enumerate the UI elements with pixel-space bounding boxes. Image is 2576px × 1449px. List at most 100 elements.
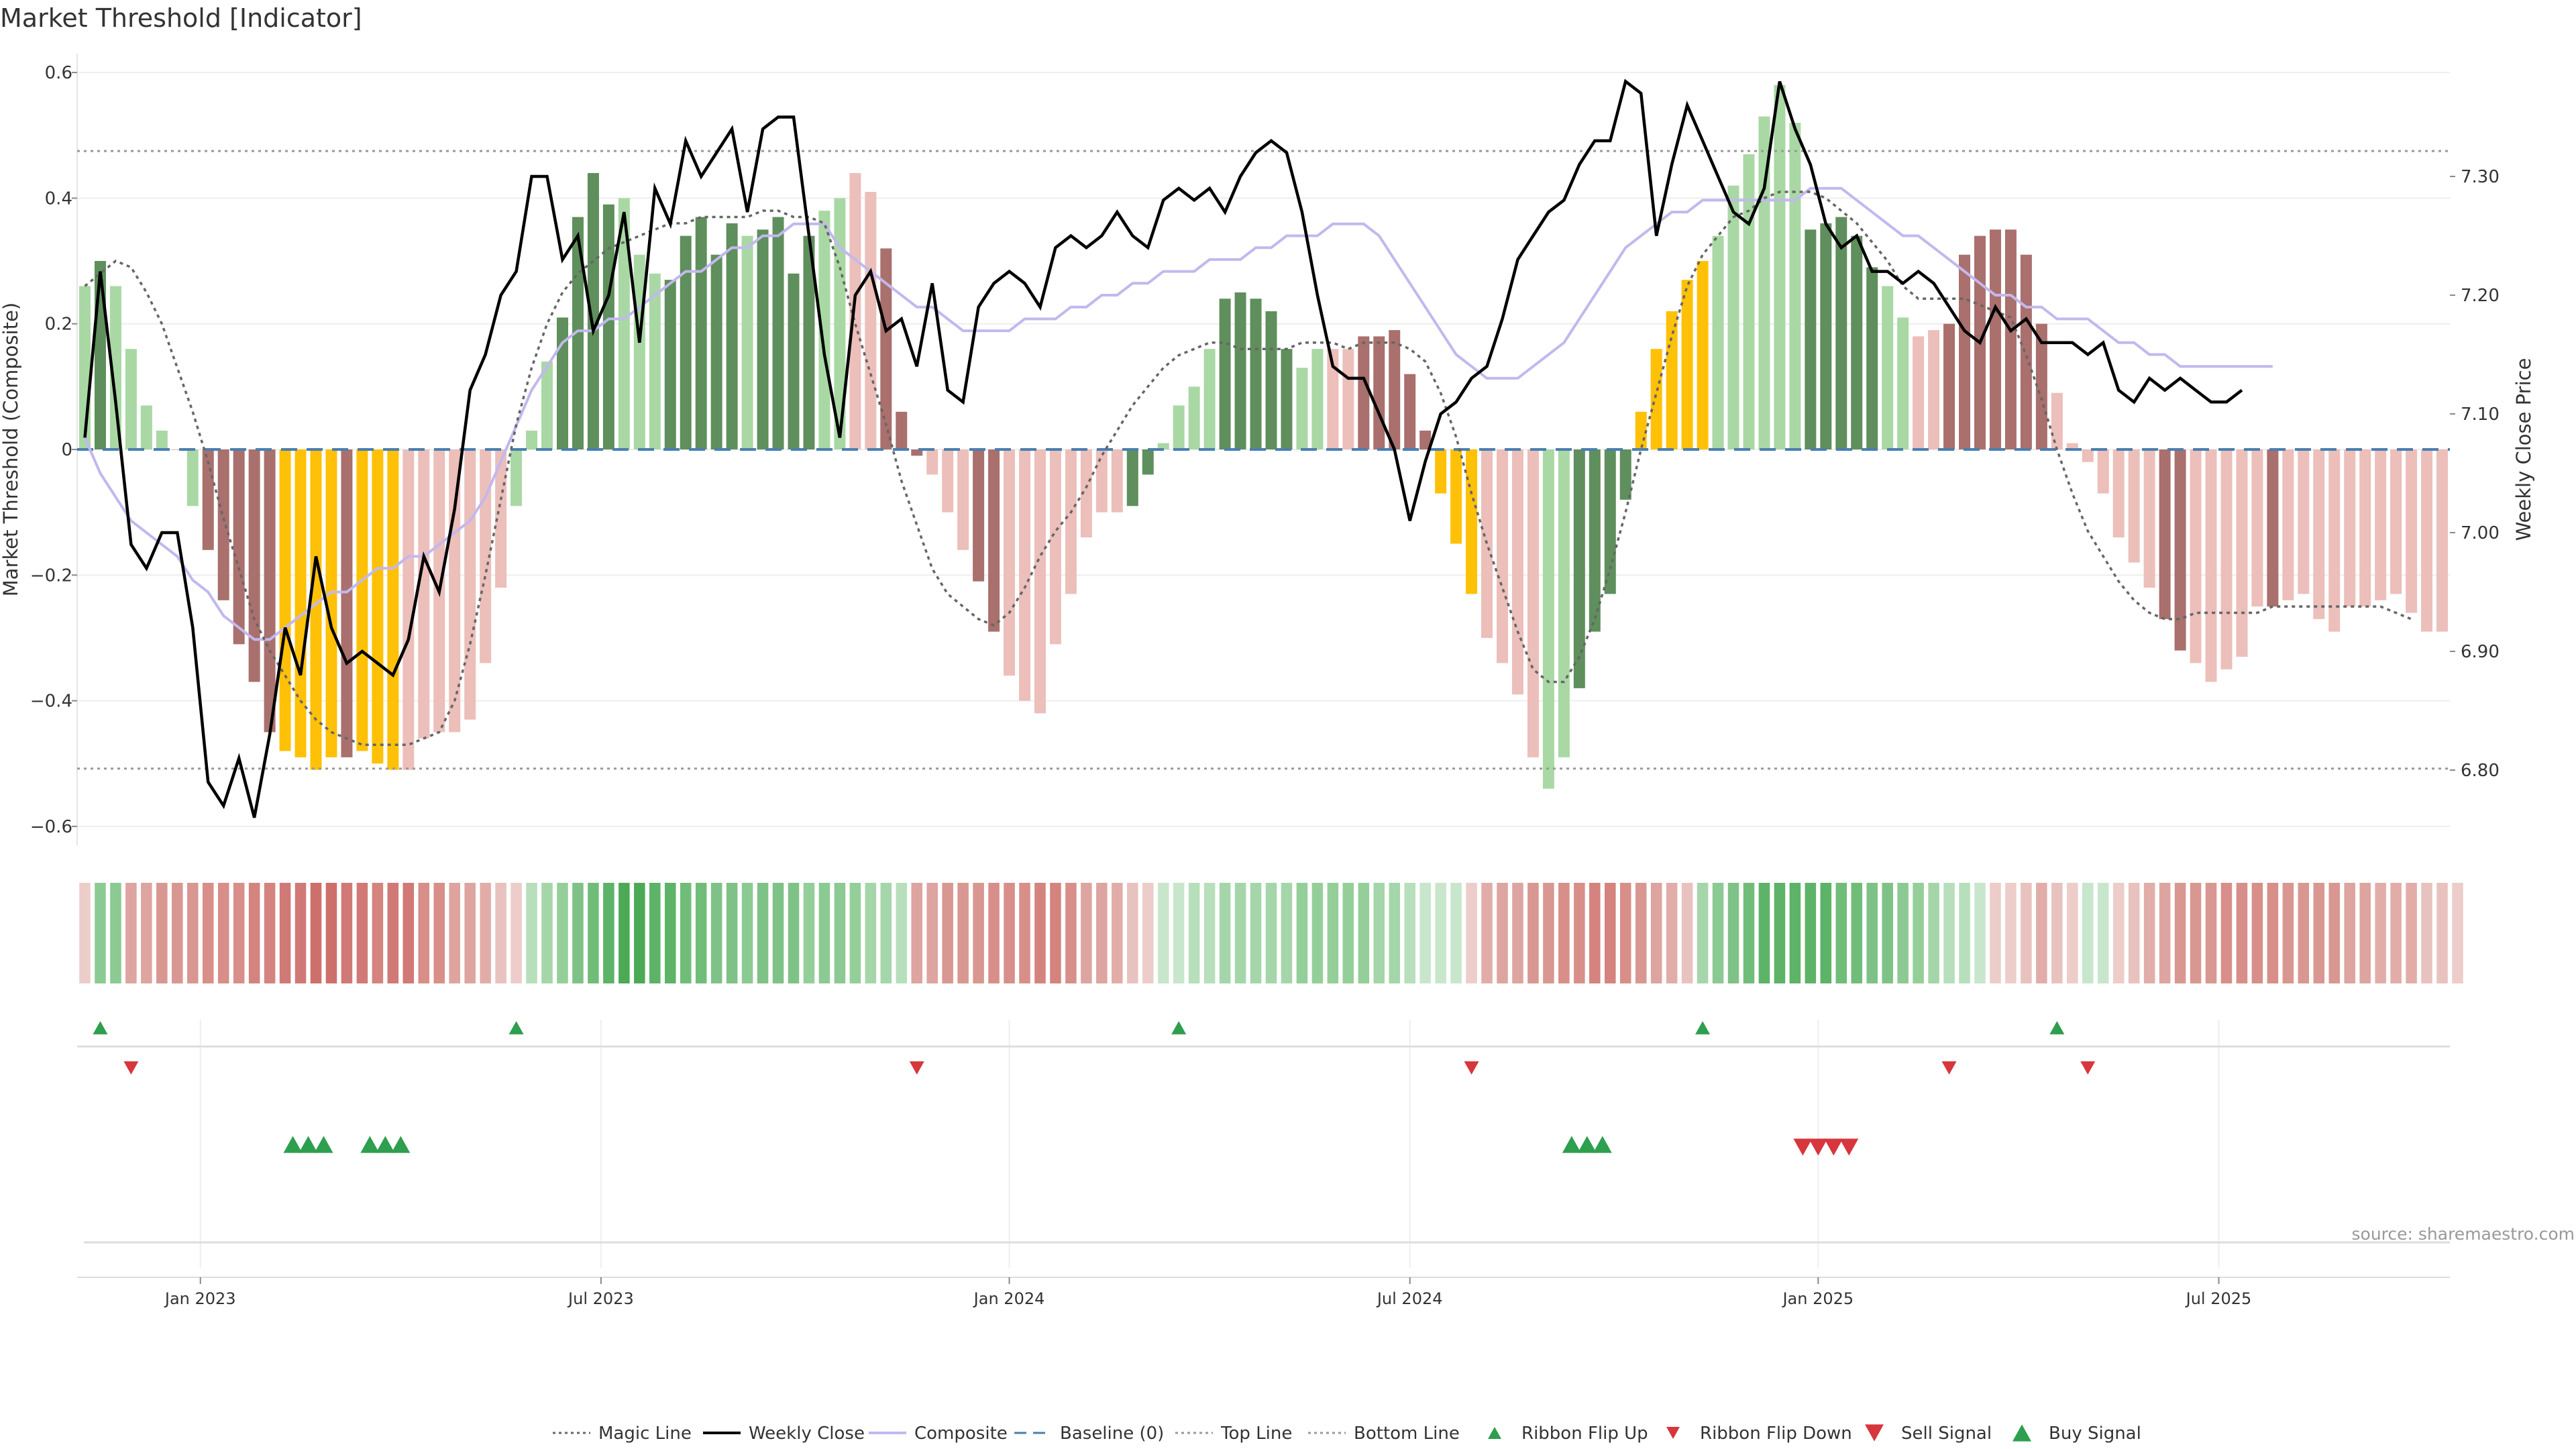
composite-bar [1311, 349, 1324, 449]
ribbon-cell [896, 883, 908, 983]
composite-bars [78, 85, 2449, 789]
sell-signal-marker [1839, 1138, 1859, 1156]
composite-bar [2328, 449, 2341, 632]
ribbon-cell [834, 883, 846, 983]
ribbon-cell [2436, 883, 2448, 983]
composite-bar [1342, 349, 1354, 449]
ribbon-cell [1342, 883, 1354, 983]
ribbon-cell [1157, 883, 1169, 983]
composite-bar [2236, 449, 2248, 657]
series-lines [83, 78, 2412, 818]
ribbon-cell [264, 883, 276, 983]
ribbon-cell [1943, 883, 1955, 983]
composite-bar [633, 254, 645, 449]
composite-bar [372, 449, 384, 764]
composite-bar [741, 235, 753, 449]
composite-bar [556, 317, 568, 449]
sell-signal-marker [1809, 1138, 1828, 1156]
buy-signal-marker [1562, 1136, 1581, 1153]
composite-bar [1573, 449, 1585, 688]
composite-bar [310, 449, 322, 770]
composite-bar [649, 273, 661, 449]
composite-bar [2282, 449, 2294, 600]
composite-bar [973, 449, 985, 582]
ribbon-cell [1142, 883, 1154, 983]
ribbon-flip-down-marker [1464, 1061, 1479, 1075]
ribbon-flip-down-marker [123, 1061, 139, 1075]
composite-bar [1851, 235, 1863, 449]
composite-bar [849, 172, 861, 449]
ribbon-cell [1481, 883, 1493, 983]
legend-item: Ribbon Flip Up [1488, 1424, 1648, 1444]
legend: Magic Line Weekly Close Composite Baseline … [553, 1424, 2141, 1444]
ribbon-cell [1589, 883, 1601, 983]
ribbon-cell [233, 883, 245, 983]
composite-bar [1789, 123, 1801, 449]
ribbon-cell [402, 883, 415, 983]
ribbon-cell [973, 883, 984, 983]
ribbon-flip-down-marker [2080, 1061, 2096, 1075]
composite-bar [911, 449, 923, 456]
ribbon-cell [2143, 883, 2155, 983]
ribbon-cell [911, 883, 922, 983]
composite-bar [2066, 443, 2078, 449]
ribbon-cell [2005, 883, 2017, 983]
composite-bar [2143, 449, 2155, 588]
ribbon-cell [741, 883, 753, 983]
ribbon-cell [1697, 883, 1709, 983]
ribbon-cell [2236, 883, 2248, 983]
ribbon-cell [2128, 883, 2140, 983]
composite-bar [125, 349, 137, 449]
ribbon-flip-down-marker [909, 1061, 924, 1075]
ribbon-cell [1065, 883, 1077, 983]
legend-item: Ribbon Flip Down [1666, 1424, 1852, 1444]
ribbon-cell [1327, 883, 1339, 983]
ribbon-cell [1758, 883, 1770, 983]
composite-bar [233, 449, 245, 645]
ribbon-cell [588, 883, 599, 983]
composite-bar [957, 449, 969, 550]
ribbon-flip-up-marker [1171, 1021, 1187, 1034]
ribbon-cell [957, 883, 969, 983]
ribbon-cell [2452, 883, 2463, 983]
composite-bar [1296, 368, 1308, 449]
left-tick-label: −0.4 [30, 692, 72, 712]
composite-bar [572, 217, 584, 449]
legend-item: Baseline (0) [1014, 1424, 1164, 1444]
composite-bar [1989, 229, 2001, 449]
ribbon-cell [418, 883, 430, 983]
ribbon-cell [634, 883, 645, 983]
ribbon-cell [156, 883, 168, 983]
buy-signal-marker [1577, 1136, 1597, 1153]
legend-label: Ribbon Flip Up [1521, 1424, 1648, 1444]
buy-signal-marker [376, 1136, 395, 1153]
ribbon-cell [2174, 883, 2186, 983]
composite-bar [1604, 449, 1616, 594]
ribbon-cell [603, 883, 614, 983]
ribbon-cell [2190, 883, 2202, 983]
ribbon-cell [664, 883, 676, 983]
ribbon-cell [2220, 883, 2233, 983]
ribbon-cell [803, 883, 815, 983]
legend-item: Buy Signal [2012, 1424, 2141, 1444]
left-tick-label: 0.2 [45, 315, 72, 335]
ribbon-cell [372, 883, 384, 983]
ribbon-cell [341, 883, 353, 983]
ribbon-cell [1265, 883, 1277, 983]
composite-bar [695, 217, 707, 449]
composite-bar [1727, 185, 1739, 449]
composite-bar [1866, 267, 1878, 449]
composite-bar [2082, 449, 2094, 462]
composite-bar [1511, 449, 1523, 695]
ribbon-cell [2112, 883, 2125, 983]
composite-bar [1281, 349, 1293, 449]
x-tick-label: Jan 2024 [973, 1289, 1045, 1308]
ribbon-cell [1635, 883, 1647, 983]
composite-bar [757, 229, 769, 449]
composite-bar [1619, 449, 1631, 500]
ribbon-cell [710, 883, 722, 983]
ribbon-cell [1234, 883, 1246, 983]
composite-bar [772, 217, 784, 449]
ribbon-cell [1774, 883, 1786, 983]
ribbon-cell [1004, 883, 1015, 983]
